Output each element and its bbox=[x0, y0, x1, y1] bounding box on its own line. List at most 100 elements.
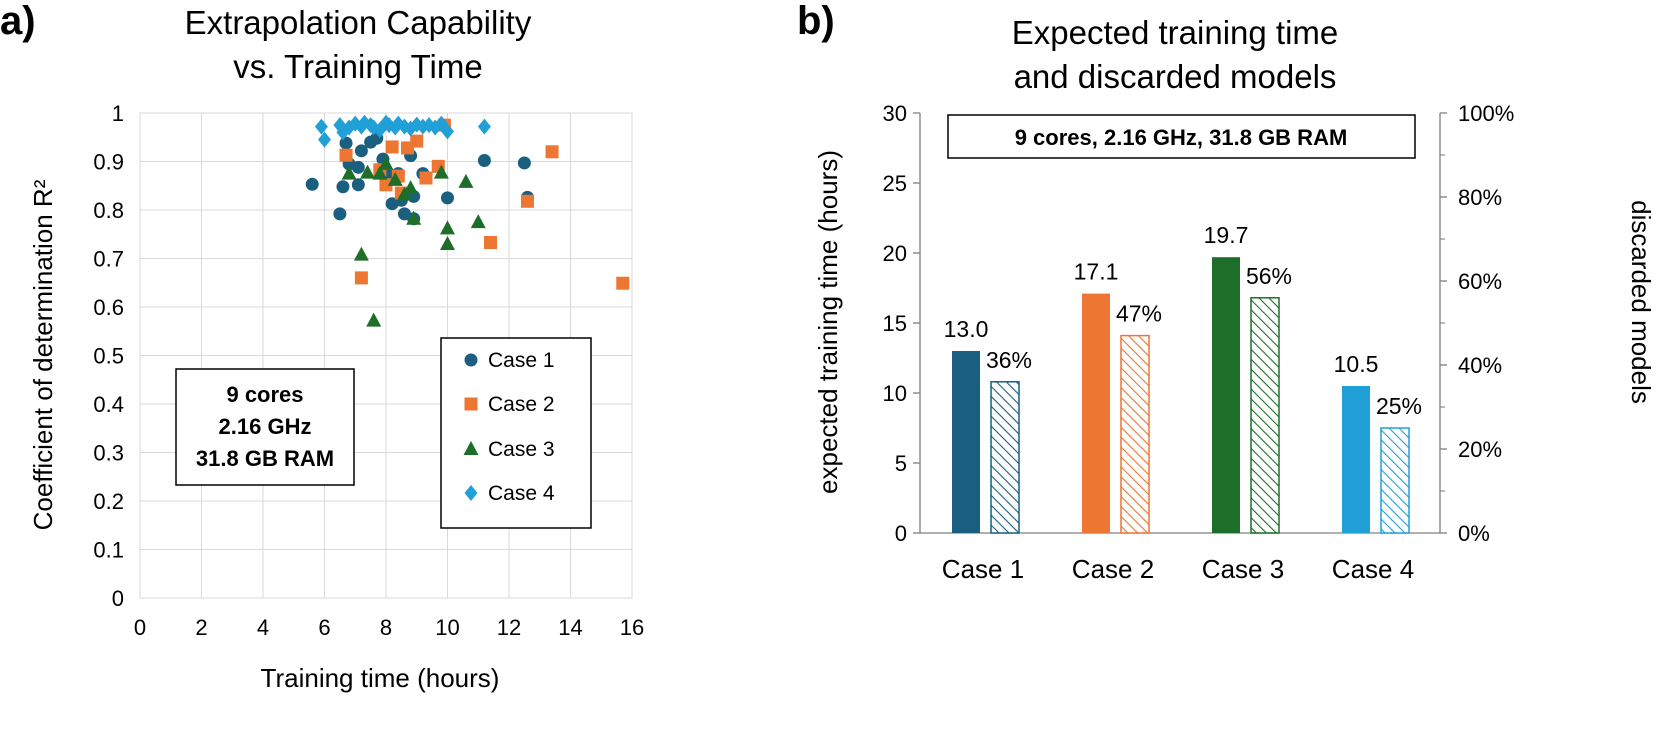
chart-a-annotation-line-1: 9 cores bbox=[226, 382, 303, 407]
scatter-point-case-3 bbox=[433, 164, 449, 179]
chart-a-y-tick-label: 0.9 bbox=[93, 150, 124, 175]
chart-a-x-tick-labels: 0 2 4 6 8 10 12 14 16 bbox=[134, 615, 644, 640]
panel-a-letter: a) bbox=[0, 0, 36, 43]
bar-training-time-case-2 bbox=[1082, 293, 1110, 533]
chart-a-x-tick-label: 14 bbox=[558, 615, 582, 640]
bar-training-time-case-1 bbox=[952, 351, 980, 533]
chart-b-title-line-2: and discarded models bbox=[1014, 58, 1337, 95]
chart-a-y-tick-label: 0.4 bbox=[93, 392, 124, 417]
chart-a-y-axis-label: Coefficient of determination R² bbox=[28, 179, 58, 530]
legend-marker-case-3 bbox=[463, 441, 479, 455]
chart-a-x-tick-label: 10 bbox=[435, 615, 459, 640]
chart-b-category-label: Case 1 bbox=[942, 554, 1024, 584]
chart-a-legend: Case 1 Case 2 Case 3 Case 4 bbox=[440, 337, 592, 529]
scatter-point-case-3 bbox=[387, 171, 403, 186]
scatter-point-case-3 bbox=[440, 235, 455, 250]
chart-b-category-labels: Case 1 Case 2 Case 3 Case 4 bbox=[942, 554, 1414, 584]
scatter-point-case-3 bbox=[353, 246, 369, 261]
scatter-point-case-2 bbox=[410, 134, 424, 148]
scatter-point-case-1 bbox=[351, 178, 365, 192]
chart-b-annotation-box: 9 cores, 2.16 GHz, 31.8 GB RAM bbox=[947, 114, 1416, 159]
scatter-point-case-1 bbox=[351, 160, 365, 174]
chart-b-right-tick-label: 20% bbox=[1458, 437, 1502, 462]
chart-a-title-line-1: Extrapolation Capability bbox=[185, 4, 532, 41]
chart-b-left-axis-label: expected training time (hours) bbox=[813, 150, 843, 494]
scatter-point-case-4 bbox=[404, 120, 418, 137]
scatter-point-case-3 bbox=[360, 164, 376, 179]
series-case-2 bbox=[339, 118, 630, 290]
legend-marker-case-4 bbox=[464, 485, 478, 501]
scatter-point-case-2 bbox=[484, 235, 498, 249]
scatter-point-case-3 bbox=[458, 173, 474, 188]
scatter-point-case-2 bbox=[379, 178, 393, 192]
chart-a-x-tick-label: 0 bbox=[134, 615, 146, 640]
value-label-discarded-models: 36% bbox=[986, 347, 1032, 373]
chart-a-data-points bbox=[305, 114, 630, 327]
chart-a-annotation-line-2: 2.16 GHz bbox=[219, 414, 312, 439]
chart-a-annotation-box: 9 cores 2.16 GHz 31.8 GB RAM bbox=[175, 368, 355, 486]
chart-b-category-label: Case 4 bbox=[1332, 554, 1414, 584]
scatter-point-case-1 bbox=[333, 207, 347, 221]
chart-b-left-tick-label: 10 bbox=[883, 381, 907, 406]
chart-b-left-tick-label: 15 bbox=[883, 311, 907, 336]
chart-a-y-tick-label: 0.2 bbox=[93, 489, 124, 514]
value-label-training-time: 17.1 bbox=[1074, 259, 1119, 285]
chart-b-value-labels: 13.0 36% 17.1 47% 19.7 56% 10.5 25% bbox=[944, 222, 1422, 419]
chart-b-right-axis-label: discarded models bbox=[1626, 200, 1656, 404]
chart-a-x-tick-label: 16 bbox=[620, 615, 644, 640]
chart-b-right-tick-label: 0% bbox=[1458, 521, 1490, 546]
legend-label-case-3: Case 3 bbox=[488, 438, 555, 461]
bar-discarded-models-case-3 bbox=[1250, 297, 1280, 534]
bar-training-time-case-3 bbox=[1212, 257, 1240, 533]
chart-a-annotation-frame bbox=[175, 368, 355, 486]
scatter-point-case-4 bbox=[441, 123, 454, 140]
chart-a-x-tick-label: 12 bbox=[497, 615, 521, 640]
chart-a-y-tick-label: 0.8 bbox=[93, 198, 124, 223]
scatter-point-case-4 bbox=[314, 118, 328, 135]
chart-a-x-tick-label: 6 bbox=[318, 615, 330, 640]
scatter-point-case-4 bbox=[318, 131, 331, 148]
scatter-point-case-4 bbox=[477, 118, 491, 135]
scatter-point-case-2 bbox=[520, 194, 534, 208]
chart-a-plot-frame bbox=[139, 112, 633, 599]
series-case-3 bbox=[341, 155, 486, 327]
chart-a-y-tick-label: 0 bbox=[112, 586, 124, 611]
scatter-point-case-1 bbox=[354, 144, 368, 158]
chart-a-x-tick-label: 4 bbox=[257, 615, 269, 640]
scatter-chart-panel: a) Extrapolation Capability vs. Training… bbox=[0, 0, 644, 693]
value-label-discarded-models: 25% bbox=[1376, 393, 1422, 419]
scatter-point-case-4 bbox=[336, 124, 350, 141]
scatter-point-case-1 bbox=[477, 154, 491, 168]
chart-a-y-tick-label: 0.7 bbox=[93, 247, 124, 272]
value-label-training-time: 13.0 bbox=[944, 316, 989, 342]
scatter-point-case-3 bbox=[372, 165, 388, 180]
value-label-training-time: 19.7 bbox=[1204, 222, 1249, 248]
chart-b-left-tick-label: 20 bbox=[883, 241, 907, 266]
scatter-point-case-3 bbox=[403, 180, 419, 195]
value-label-discarded-models: 47% bbox=[1116, 301, 1162, 327]
chart-a-y-tick-label: 0.5 bbox=[93, 344, 124, 369]
scatter-point-case-3 bbox=[470, 214, 486, 229]
chart-b-right-tick-label: 40% bbox=[1458, 353, 1502, 378]
legend-label-case-2: Case 2 bbox=[488, 393, 555, 416]
chart-a-annotation-line-3: 31.8 GB RAM bbox=[196, 446, 334, 471]
bar-chart-panel: b) Expected training time and discarded … bbox=[797, 0, 1656, 584]
value-label-discarded-models: 56% bbox=[1246, 263, 1292, 289]
chart-a-title-line-2: vs. Training Time bbox=[233, 48, 482, 85]
chart-b-bars bbox=[952, 257, 1410, 534]
scatter-point-case-2 bbox=[419, 171, 433, 185]
chart-a-legend-frame bbox=[440, 337, 592, 529]
scatter-point-case-2 bbox=[354, 271, 368, 285]
bar-discarded-models-case-2 bbox=[1120, 334, 1150, 534]
panel-b-letter: b) bbox=[797, 0, 835, 43]
scatter-point-case-3 bbox=[378, 155, 394, 170]
scatter-point-case-2 bbox=[385, 140, 399, 154]
chart-b-annotation-text: 9 cores, 2.16 GHz, 31.8 GB RAM bbox=[1015, 125, 1348, 150]
chart-a-x-tick-label: 2 bbox=[195, 615, 207, 640]
chart-b-category-label: Case 3 bbox=[1202, 554, 1284, 584]
value-label-training-time: 10.5 bbox=[1334, 351, 1379, 377]
series-case-4 bbox=[314, 114, 491, 148]
chart-b-left-tick-label: 25 bbox=[883, 171, 907, 196]
bar-training-time-case-4 bbox=[1342, 386, 1370, 533]
